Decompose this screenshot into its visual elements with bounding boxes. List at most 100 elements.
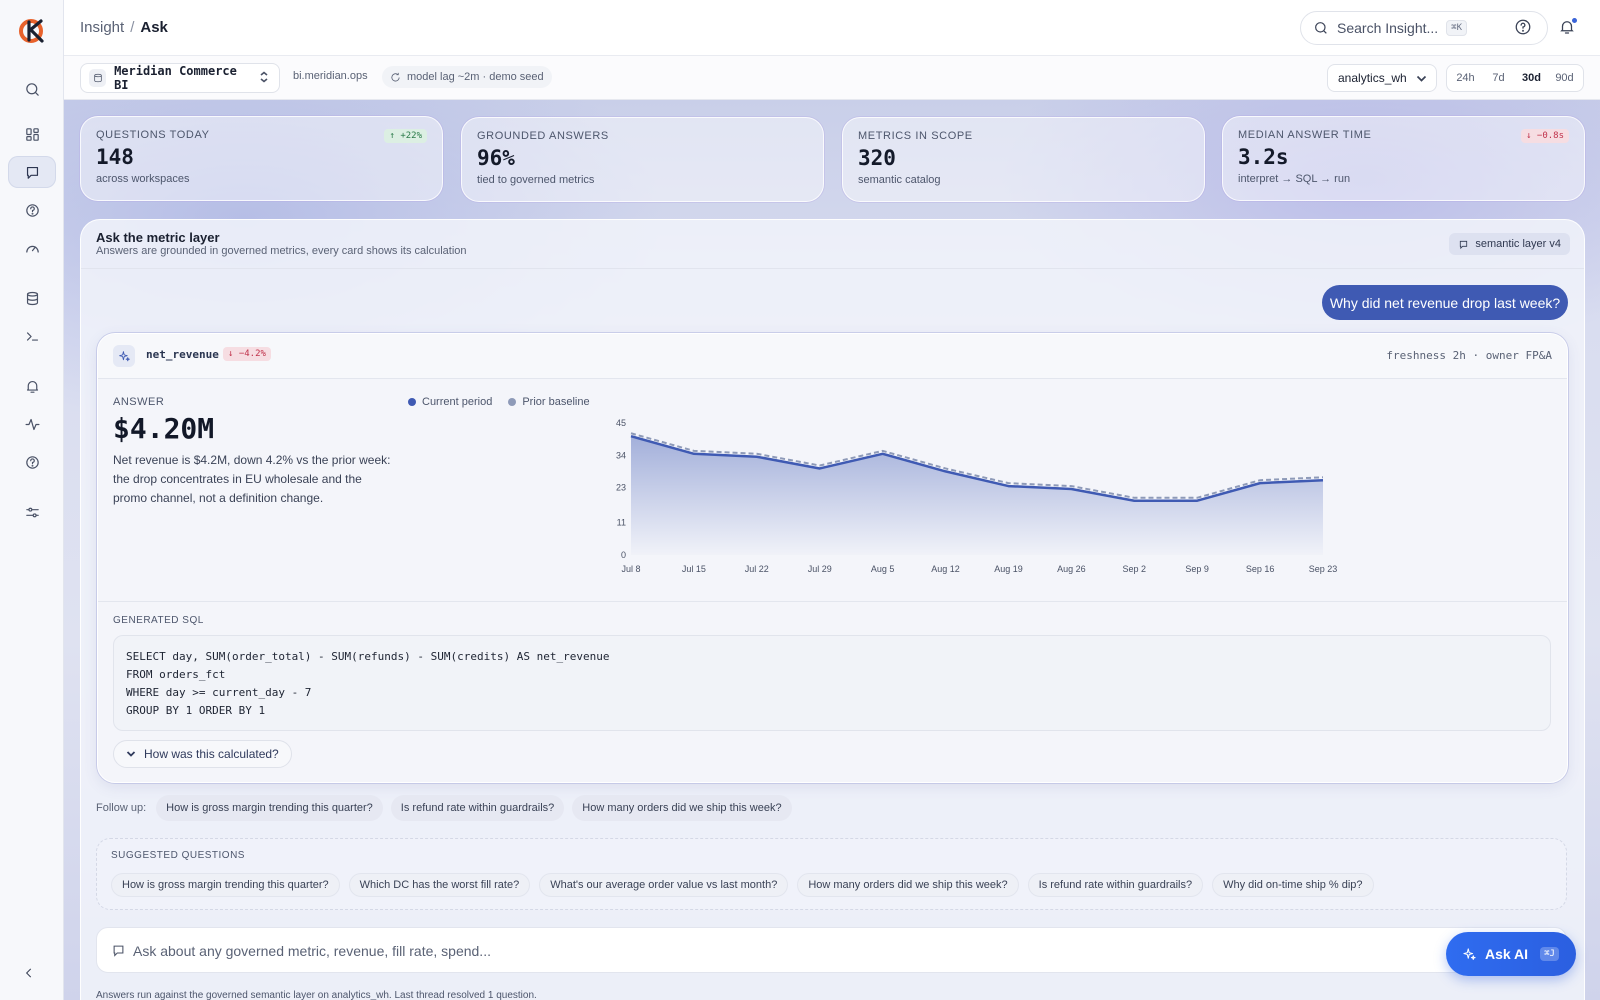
notifications-button[interactable] bbox=[1558, 17, 1578, 38]
warehouse-name: analytics_wh bbox=[1338, 71, 1407, 85]
net-revenue-chart: 45 34 23 11 0 Jul 8 Jul 15 Jul 22 Jul 29 Aug 5 Aug… bbox=[616, 418, 1337, 574]
chevron-down-icon bbox=[1416, 75, 1427, 82]
range-24h[interactable]: 24h bbox=[1456, 72, 1475, 84]
global-search[interactable]: Search Insight... ⌘K bbox=[1300, 11, 1548, 45]
sparkle-icon bbox=[113, 345, 135, 367]
nav-ask[interactable] bbox=[8, 156, 56, 188]
metric-name[interactable]: net_revenue bbox=[146, 348, 219, 361]
terminal-icon bbox=[26, 331, 38, 341]
nav-support[interactable] bbox=[8, 446, 56, 478]
sliders-icon bbox=[25, 507, 39, 517]
suggested-chip[interactable]: How many orders did we ship this week? bbox=[797, 873, 1019, 897]
chevron-left-icon bbox=[25, 968, 32, 978]
nav-performance[interactable] bbox=[8, 232, 56, 264]
metric-freshness: freshness 2h · owner FP&A bbox=[1386, 349, 1552, 362]
suggested-chip[interactable]: Why did on-time ship % dip? bbox=[1212, 873, 1374, 897]
answer-label: ANSWER bbox=[113, 396, 165, 408]
search-icon bbox=[25, 82, 39, 96]
footnote: Answers run against the governed semanti… bbox=[96, 990, 537, 1000]
nav-dashboards[interactable] bbox=[8, 118, 56, 150]
kpi-delta: ↓ −0.8s bbox=[1521, 129, 1569, 143]
suggested-chip[interactable]: What's our average order value vs last m… bbox=[539, 873, 789, 897]
bell-icon bbox=[26, 380, 38, 393]
y-tick-label: 34 bbox=[616, 450, 626, 460]
search-placeholder: Search Insight... bbox=[1337, 20, 1439, 36]
nav-help[interactable] bbox=[8, 194, 56, 226]
range-90d[interactable]: 90d bbox=[1555, 72, 1574, 84]
legend-baseline-label: Prior baseline bbox=[522, 396, 590, 408]
ask-ai-button[interactable]: Ask AI ⌘J bbox=[1446, 932, 1576, 976]
metric-delta: ↓ −4.2% bbox=[223, 347, 271, 361]
search-shortcut: ⌘K bbox=[1446, 20, 1468, 36]
chevron-updown-icon bbox=[259, 70, 269, 86]
suggested-questions: SUGGESTED QUESTIONS How is gross margin … bbox=[96, 838, 1567, 910]
sql-code-block[interactable]: SELECT day, SUM(order_total) - SUM(refun… bbox=[113, 635, 1551, 731]
sql-line: FROM orders_fct bbox=[126, 668, 226, 681]
x-tick-label: Sep 16 bbox=[1246, 564, 1275, 574]
nav-data[interactable] bbox=[8, 282, 56, 314]
current-period-line bbox=[630, 434, 1324, 502]
user-question-bubble: Why did net revenue drop last week? bbox=[1322, 285, 1568, 320]
help-button[interactable] bbox=[1514, 18, 1534, 38]
range-30d[interactable]: 30d bbox=[1522, 72, 1541, 84]
breadcrumb-root[interactable]: Insight bbox=[80, 19, 125, 36]
chat-icon bbox=[26, 166, 38, 179]
y-tick-label: 45 bbox=[616, 418, 626, 428]
answer-explanation: Net revenue is $4.2M, down 4.2% vs the p… bbox=[113, 453, 391, 505]
x-tick-label: Aug 19 bbox=[994, 564, 1023, 574]
kpi-value: 148 bbox=[96, 145, 134, 169]
kpi-sub: across workspaces bbox=[96, 173, 190, 185]
workspace-select[interactable]: Meridian Commerce BI bbox=[80, 63, 280, 93]
suggested-chip[interactable]: How is gross margin trending this quarte… bbox=[111, 873, 340, 897]
database-icon bbox=[89, 69, 107, 87]
suggested-chip[interactable]: Which DC has the worst fill rate? bbox=[348, 873, 531, 897]
prior-baseline-line bbox=[630, 432, 1324, 499]
help-icon bbox=[25, 455, 39, 469]
nav-sql[interactable] bbox=[8, 320, 56, 352]
kpi-sub: interpret → SQL → run bbox=[1238, 173, 1351, 185]
collapse-sidebar-button[interactable] bbox=[22, 966, 42, 986]
kpi-label: GROUNDED ANSWERS bbox=[477, 130, 609, 142]
x-tick-label: Jul 8 bbox=[621, 564, 640, 574]
semantic-layer-badge: semantic layer v4 bbox=[1449, 233, 1570, 255]
ask-input[interactable] bbox=[133, 936, 1333, 966]
notification-dot bbox=[1571, 17, 1578, 24]
nav-activity[interactable] bbox=[8, 408, 56, 440]
x-tick-label: Aug 12 bbox=[931, 564, 960, 574]
how-calculated-button[interactable]: How was this calculated? bbox=[113, 740, 292, 768]
nav-settings[interactable] bbox=[8, 496, 56, 528]
suggested-chips: How is gross margin trending this quarte… bbox=[111, 873, 1374, 897]
sql-line: SELECT day, SUM(order_total) - SUM(refun… bbox=[126, 650, 610, 663]
search-icon bbox=[1315, 22, 1327, 34]
sparkle-icon bbox=[1463, 947, 1476, 960]
kpi-value: 320 bbox=[858, 146, 896, 170]
kpi-label: MEDIAN ANSWER TIME bbox=[1238, 129, 1372, 141]
semantic-layer-label: semantic layer v4 bbox=[1475, 238, 1561, 250]
followup-chip[interactable]: Is refund rate within guardrails? bbox=[390, 795, 565, 821]
how-calculated-label: How was this calculated? bbox=[144, 747, 279, 761]
warehouse-select[interactable]: analytics_wh bbox=[1327, 64, 1437, 92]
suggested-chip[interactable]: Is refund rate within guardrails? bbox=[1027, 873, 1204, 897]
answer-card: net_revenue ↓ −4.2% freshness 2h · owner… bbox=[97, 333, 1568, 783]
sidebar bbox=[0, 0, 64, 1000]
chat-icon bbox=[1460, 240, 1468, 249]
chat-icon bbox=[113, 945, 124, 957]
database-icon bbox=[26, 291, 38, 305]
range-7d[interactable]: 7d bbox=[1492, 72, 1505, 84]
answer-value: $4.20M bbox=[113, 412, 215, 445]
kpi-sub: tied to governed metrics bbox=[477, 174, 595, 186]
followup-chip[interactable]: How is gross margin trending this quarte… bbox=[156, 795, 383, 821]
workspace-domain: bi.meridian.ops bbox=[293, 70, 368, 82]
x-tick-label: Jul 29 bbox=[808, 564, 832, 574]
legend-current: Current period bbox=[408, 396, 492, 408]
followup-label: Follow up: bbox=[96, 802, 147, 814]
kpi-metrics-in-scope: METRICS IN SCOPE 320 semantic catalog bbox=[842, 117, 1205, 202]
nav-search[interactable] bbox=[8, 73, 56, 105]
ask-composer bbox=[96, 927, 1567, 973]
x-tick-label: Jul 15 bbox=[682, 564, 706, 574]
nav-alerts[interactable] bbox=[8, 370, 56, 402]
kpi-grounded-answers: GROUNDED ANSWERS 96% tied to governed me… bbox=[461, 117, 824, 202]
kpi-questions-today: QUESTIONS TODAY 148 across workspaces ↑ … bbox=[80, 116, 443, 201]
app-logo[interactable] bbox=[17, 16, 47, 46]
followup-chip[interactable]: How many orders did we ship this week? bbox=[572, 795, 792, 821]
